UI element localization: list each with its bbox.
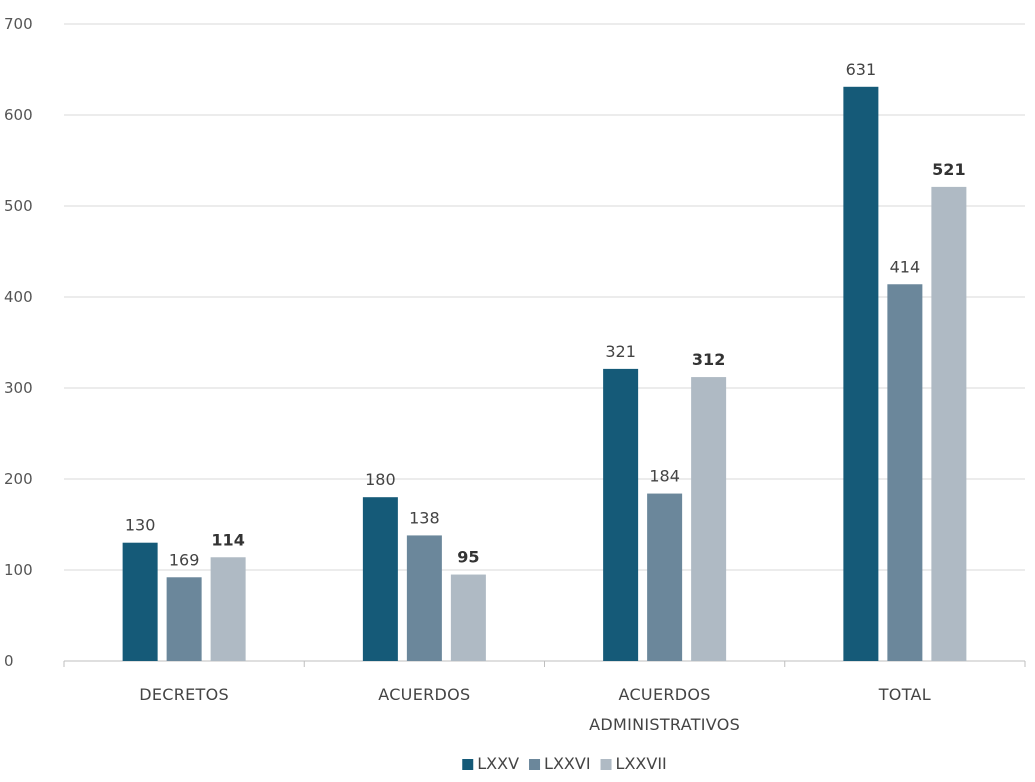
y-axis-ticks: 0 100 200 300 400 500 600 700 xyxy=(4,15,33,670)
y-tick-label: 600 xyxy=(4,106,33,124)
bar-lxxvii-1 xyxy=(450,574,486,661)
data-label: 114 xyxy=(211,530,244,549)
data-label: 169 xyxy=(169,550,200,569)
gridlines xyxy=(63,23,1026,667)
legend-swatch xyxy=(600,759,612,770)
y-tick-label: 300 xyxy=(4,379,33,397)
data-label: 138 xyxy=(409,508,440,527)
bar-lxxv-1 xyxy=(362,497,398,661)
bar-lxxvi-2 xyxy=(647,493,683,661)
legend-label: LXXVII xyxy=(616,754,667,773)
x-category-label: ACUERDOS xyxy=(619,685,711,704)
y-tick-label: 100 xyxy=(4,561,33,579)
bar-lxxvii-0 xyxy=(210,557,246,661)
data-label: 631 xyxy=(846,60,877,79)
y-tick-label: 700 xyxy=(4,15,33,33)
bar-lxxvii-3 xyxy=(931,186,967,661)
legend: LXXV LXXVI LXXVII xyxy=(462,754,667,773)
data-label: 414 xyxy=(890,257,921,276)
y-tick-label: 0 xyxy=(4,652,14,670)
bars xyxy=(122,86,967,662)
bar-lxxvi-3 xyxy=(887,284,923,661)
y-tick-label: 500 xyxy=(4,197,33,215)
data-label: 312 xyxy=(692,350,725,369)
data-label: 180 xyxy=(365,470,396,489)
data-label: 95 xyxy=(457,548,479,567)
legend-item-lxxv: LXXV xyxy=(462,754,519,773)
bar-lxxvii-2 xyxy=(691,377,727,661)
bar-lxxv-0 xyxy=(122,542,158,661)
x-category-label: DECRETOS xyxy=(139,685,229,704)
y-tick-label: 400 xyxy=(4,288,33,306)
bar-lxxvi-0 xyxy=(166,577,202,661)
legend-swatch xyxy=(462,759,474,770)
legend-swatch xyxy=(529,759,541,770)
legend-label: LXXV xyxy=(477,754,519,773)
data-label: 184 xyxy=(649,467,680,486)
legend-label: LXXVI xyxy=(544,754,591,773)
x-category-label: ACUERDOS xyxy=(378,685,470,704)
bar-lxxv-2 xyxy=(603,368,639,661)
legend-item-lxxvi: LXXVI xyxy=(529,754,591,773)
x-category-label: ADMINISTRATIVOS xyxy=(589,715,740,734)
legend-item-lxxvii: LXXVII xyxy=(600,754,667,773)
x-axis-categories: DECRETOS ACUERDOS ACUERDOS ADMINISTRATIVOS T… xyxy=(139,685,931,734)
data-label: 130 xyxy=(125,516,156,535)
data-labels: 130 169 114 180 138 95 321 184 312 631 414 521 xyxy=(125,60,966,569)
bar-lxxvi-1 xyxy=(406,535,442,661)
x-category-label: TOTAL xyxy=(878,685,931,704)
data-label: 321 xyxy=(605,342,636,361)
data-label: 521 xyxy=(932,160,965,179)
bar-lxxv-3 xyxy=(843,86,879,662)
y-tick-label: 200 xyxy=(4,470,33,488)
